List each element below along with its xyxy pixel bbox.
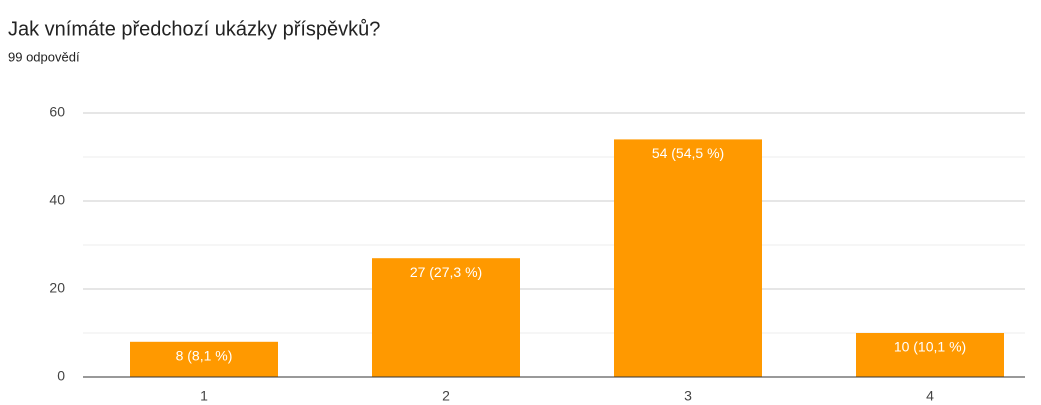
bar [614, 139, 762, 377]
value-label: 54 (54,5 %) [652, 145, 724, 161]
bar [372, 258, 520, 377]
y-tick-label: 0 [57, 368, 65, 384]
bar [130, 341, 278, 377]
x-tick-label: 2 [442, 388, 450, 404]
y-tick-label: 60 [49, 104, 65, 120]
value-label: 10 (10,1 %) [894, 339, 966, 355]
chart-subtitle: 99 odpovědí [8, 49, 80, 64]
x-tick-label: 4 [926, 388, 934, 404]
x-tick-label: 1 [200, 388, 208, 404]
value-label: 27 (27,3 %) [410, 264, 482, 280]
chart-title: Jak vnímáte předchozí ukázky příspěvků? [8, 18, 380, 40]
value-label: 8 (8,1 %) [176, 348, 233, 364]
y-tick-label: 40 [49, 192, 65, 208]
y-tick-label: 20 [49, 280, 65, 296]
bar [856, 333, 1004, 377]
x-tick-label: 3 [684, 388, 692, 404]
